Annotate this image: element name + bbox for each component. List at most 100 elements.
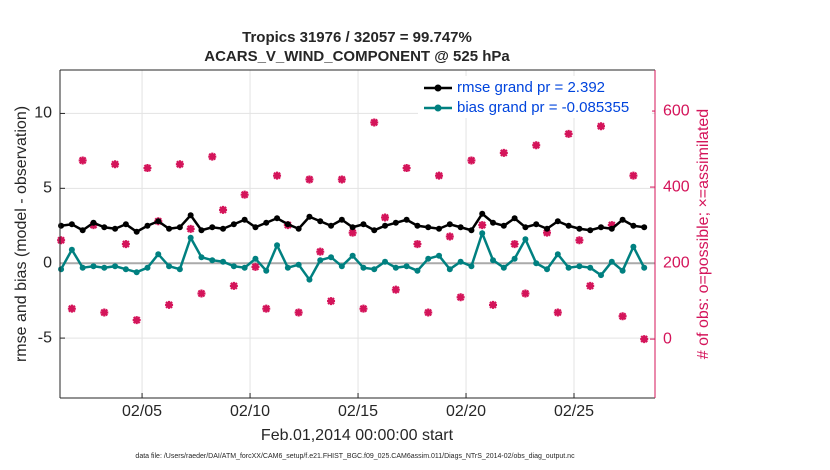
obs-marker [197,289,206,298]
point [68,221,75,228]
point [619,267,626,274]
point [176,224,183,231]
point [166,263,173,270]
plot-area [60,70,655,398]
obs-marker [165,300,174,309]
point [490,219,497,226]
obs-marker [316,247,325,256]
obs-marker [240,190,249,199]
obs-marker [251,262,260,271]
obs-marker [262,304,271,313]
point [360,221,367,228]
obs-marker [402,164,411,173]
point [446,266,453,273]
obs-marker [121,240,130,249]
obs-marker [413,240,422,249]
point [220,225,227,232]
y-axis-label: rmse and bias (model - observation) [13,106,30,362]
obs-marker [100,308,109,317]
point [295,225,302,232]
x-tick-label: 02/10 [230,403,270,420]
obs-marker [586,281,595,290]
point [79,264,86,271]
point [576,263,583,270]
obs-marker [175,160,184,169]
y-tick-label: -5 [38,329,52,346]
point [360,264,367,271]
obs-marker [391,285,400,294]
obs-marker [629,171,638,180]
point [166,225,173,232]
point [382,258,389,265]
obs-marker [640,335,649,344]
x-tick-label: 02/15 [338,403,378,420]
x-axis-label: Feb.01,2014 00:00:00 start [261,427,454,444]
obs-marker [208,152,217,161]
point [338,263,345,270]
obs-marker [564,129,573,138]
obs-marker [543,228,552,237]
point [554,251,561,258]
point [630,243,637,250]
point [230,263,237,270]
point [306,276,313,283]
point [317,218,324,225]
point [58,266,65,273]
point [144,222,151,229]
point [274,242,281,249]
chart-title: Tropics 31976 / 32057 = 99.747% [242,29,472,46]
point [176,266,183,273]
obs-marker [597,122,606,131]
point [576,225,583,232]
point [187,234,194,241]
point [263,219,270,226]
obs-marker [445,232,454,241]
y-tick-label: 5 [43,180,52,197]
point [349,252,356,259]
point [511,215,518,222]
point [90,263,97,270]
point [284,221,291,228]
point [630,222,637,229]
obs-marker [532,141,541,150]
point [414,222,421,229]
obs-marker [381,213,390,222]
obs-marker [305,175,314,184]
obs-marker [510,240,519,249]
legend-box [418,76,652,118]
point [284,264,291,271]
point [122,266,129,273]
obs-marker [132,316,141,325]
obs-marker [370,118,379,127]
obs-marker [521,289,530,298]
point [252,255,259,262]
point [436,252,443,259]
point [90,219,97,226]
point [479,230,486,237]
point [58,222,65,229]
point [468,263,475,270]
point [209,257,216,264]
point [133,269,140,276]
point [436,225,443,232]
point [544,266,551,273]
obs-marker [337,175,346,184]
point [328,254,335,261]
point [565,222,572,229]
obs-marker [143,164,152,173]
y-tick-label: 10 [34,105,52,122]
point [198,227,205,234]
point [500,222,507,229]
obs-marker [575,236,584,245]
obs-marker [294,308,303,317]
point [198,254,205,261]
obs-marker [553,308,562,317]
obs-marker [111,160,120,169]
point [457,258,464,265]
point [133,228,140,235]
legend-label: rmse grand pr = 2.392 [457,79,605,96]
point [468,227,475,234]
x-tick-label: 02/20 [446,403,486,420]
legend-marker [434,104,442,112]
